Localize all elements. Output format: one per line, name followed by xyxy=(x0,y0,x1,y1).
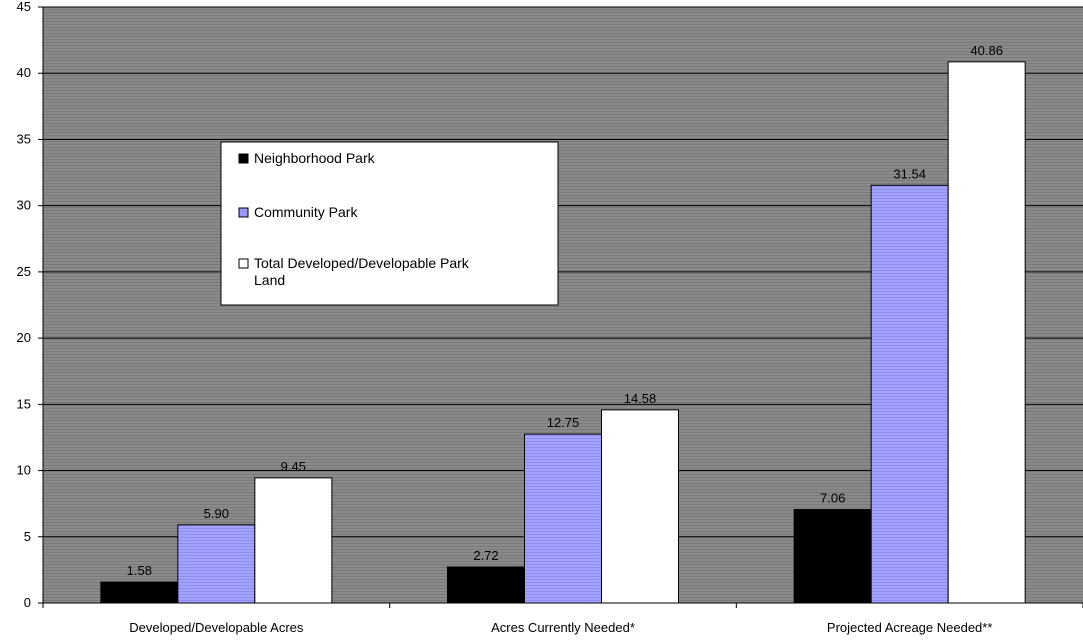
data-label: 9.45 xyxy=(281,459,306,474)
y-tick-label: 45 xyxy=(17,0,31,14)
bar-community-park xyxy=(177,524,256,604)
y-tick-label: 20 xyxy=(17,330,31,345)
legend-box xyxy=(220,141,559,306)
x-category-label: Acres Currently Needed* xyxy=(491,620,635,635)
y-tick-label: 10 xyxy=(17,463,31,478)
data-label: 7.06 xyxy=(820,490,845,505)
data-labels: 1.58 5.90 9.45 2.72 12.75 14.58 7.06 31.54 40.86 xyxy=(127,43,1003,578)
y-tick-label: 25 xyxy=(17,264,31,279)
data-label: 12.75 xyxy=(547,415,580,430)
legend-swatch-community-park xyxy=(238,207,249,218)
bar-total-park-land xyxy=(601,409,679,604)
legend-label-neighborhood-park: Neighborhood Park xyxy=(254,150,376,166)
x-category-label: Developed/Developable Acres xyxy=(129,620,304,635)
bar-community-park xyxy=(524,433,602,604)
y-tick-label: 30 xyxy=(17,198,31,213)
bar-total-park-land xyxy=(947,61,1026,604)
bar-neighborhood-park xyxy=(100,581,179,604)
bar-community-park xyxy=(870,184,949,604)
x-category-label: Projected Acreage Needed** xyxy=(827,620,993,635)
bar-total-park-land xyxy=(254,477,333,604)
bar-neighborhood-park xyxy=(793,508,872,604)
data-label: 40.86 xyxy=(970,43,1003,58)
bars xyxy=(100,61,1026,604)
legend-swatch-neighborhood-park xyxy=(238,153,249,164)
y-tick-label: 35 xyxy=(17,131,31,146)
data-label: 31.54 xyxy=(893,166,926,181)
y-axis: 0 5 10 15 20 25 30 35 40 45 xyxy=(17,0,44,610)
bar-neighborhood-park xyxy=(447,566,525,604)
x-axis: Developed/Developable Acres Acres Current… xyxy=(42,602,1083,635)
legend: Neighborhood Park Community Park Total D… xyxy=(220,141,559,306)
legend-label-community-park: Community Park xyxy=(254,204,358,220)
data-label: 2.72 xyxy=(473,548,498,563)
data-label: 5.90 xyxy=(204,506,229,521)
y-tick-label: 0 xyxy=(24,595,31,610)
data-label: 1.58 xyxy=(127,563,152,578)
legend-label-total-park-land: Total Developed/Developable Park Land xyxy=(254,255,473,288)
y-tick-label: 5 xyxy=(24,529,31,544)
legend-swatch-total-park-land xyxy=(238,258,249,269)
data-label: 14.58 xyxy=(624,391,657,406)
y-tick-label: 40 xyxy=(17,65,31,80)
y-tick-label: 15 xyxy=(17,396,31,411)
